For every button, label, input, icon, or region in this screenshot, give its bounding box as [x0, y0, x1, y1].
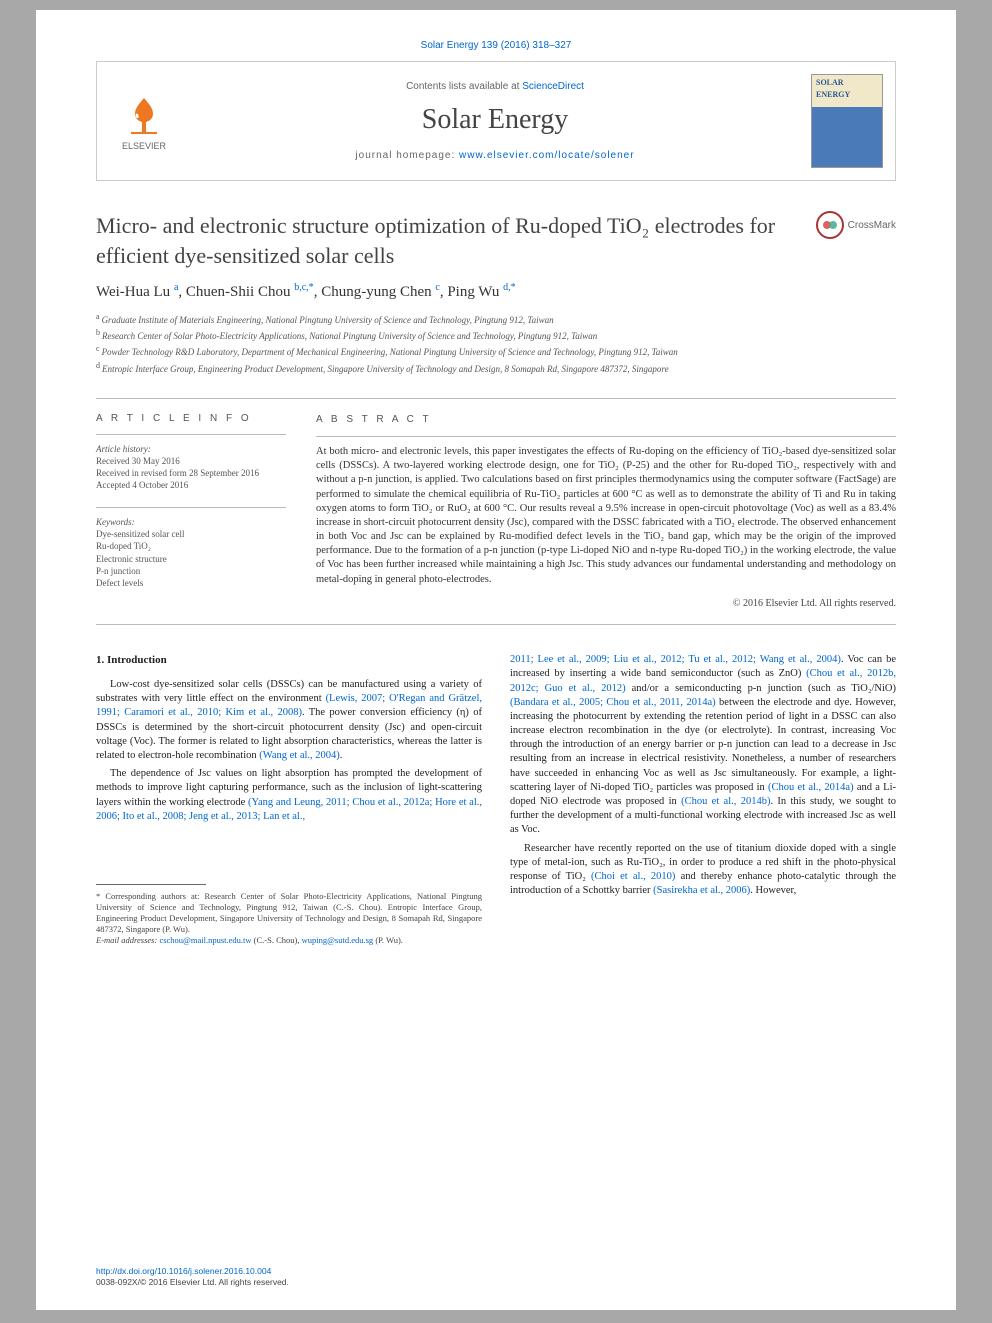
intro-p1: Low-cost dye-sensitized solar cells (DSS…: [96, 678, 482, 763]
abstract-heading: A B S T R A C T: [316, 413, 896, 427]
homepage-prefix: journal homepage:: [355, 150, 459, 161]
rule-top: [96, 398, 896, 399]
keyword-4: P-n junction: [96, 565, 286, 577]
affiliation-a: aGraduate Institute of Materials Enginee…: [96, 311, 896, 327]
abstract: A B S T R A C T At both micro- and elect…: [316, 413, 896, 611]
journal-homepage-link[interactable]: www.elsevier.com/locate/solener: [459, 150, 635, 161]
keywords-label: Keywords:: [96, 516, 286, 528]
history-received: Received 30 May 2016: [96, 455, 286, 467]
cover-title-2: ENERGY: [812, 87, 882, 99]
col2-p1: 2011; Lee et al., 2009; Liu et al., 2012…: [510, 653, 896, 837]
contents-line: Contents lists available at ScienceDirec…: [179, 81, 811, 92]
keyword-3: Electronic structure: [96, 553, 286, 565]
ref-link[interactable]: 2011; Lee et al., 2009; Liu et al., 2012…: [510, 654, 841, 665]
journal-cover-thumbnail[interactable]: SOLAR ENERGY: [811, 74, 883, 168]
issn-line: 0038-092X/© 2016 Elsevier Ltd. All right…: [96, 1277, 289, 1287]
email-who-1: (C.-S. Chou),: [254, 935, 300, 945]
email-line: E-mail addresses: cschou@mail.npust.edu.…: [96, 935, 482, 946]
info-heading: A R T I C L E I N F O: [96, 413, 286, 424]
email-link-1[interactable]: cschou@mail.npust.edu.tw: [159, 935, 251, 945]
crossmark-label: CrossMark: [848, 220, 896, 231]
intro-p2: The dependence of Jsc values on light ab…: [96, 767, 482, 824]
header-center: Contents lists available at ScienceDirec…: [179, 81, 811, 161]
body-col-left: 1. Introduction Low-cost dye-sensitized …: [96, 653, 482, 946]
sciencedirect-link[interactable]: ScienceDirect: [522, 81, 584, 92]
citation-line: Solar Energy 139 (2016) 318–327: [96, 40, 896, 51]
journal-header: ELSEVIER Contents lists available at Sci…: [96, 61, 896, 181]
body-columns: 1. Introduction Low-cost dye-sensitized …: [96, 653, 896, 946]
email-label: E-mail addresses:: [96, 935, 157, 945]
footer: http://dx.doi.org/10.1016/j.solener.2016…: [96, 1266, 289, 1288]
section-1-heading: 1. Introduction: [96, 653, 482, 668]
ref-link[interactable]: (Chou et al., 2014a): [768, 782, 854, 793]
contents-prefix: Contents lists available at: [406, 81, 522, 92]
col2-p2: Researcher have recently reported on the…: [510, 842, 896, 899]
body-col-right: 2011; Lee et al., 2009; Liu et al., 2012…: [510, 653, 896, 946]
history-revised: Received in revised form 28 September 20…: [96, 467, 286, 479]
history-label: Article history:: [96, 443, 286, 455]
elsevier-tree-icon: [121, 92, 167, 138]
publisher-name: ELSEVIER: [122, 141, 166, 151]
ref-link[interactable]: (Chou et al., 2014b): [681, 796, 770, 807]
rule-mid: [96, 624, 896, 625]
doi-link[interactable]: http://dx.doi.org/10.1016/j.solener.2016…: [96, 1266, 271, 1276]
crossmark-badge[interactable]: CrossMark: [816, 211, 896, 239]
cover-title-1: SOLAR: [812, 75, 882, 87]
footnotes: * Corresponding authors at: Research Cen…: [96, 891, 482, 946]
affiliation-b: bResearch Center of Solar Photo-Electric…: [96, 327, 896, 343]
footnote-rule: [96, 884, 206, 885]
article-info: A R T I C L E I N F O Article history: R…: [96, 413, 286, 611]
page: Solar Energy 139 (2016) 318–327 ELSEVIER…: [36, 10, 956, 1310]
title-row: Micro- and electronic structure optimiza…: [96, 211, 896, 270]
abstract-text: At both micro- and electronic levels, th…: [316, 445, 896, 587]
crossmark-icon: [816, 211, 844, 239]
affiliation-d: dEntropic Interface Group, Engineering P…: [96, 360, 896, 376]
author-list: Wei-Hua Lu a, Chuen-Shii Chou b,c,*, Chu…: [96, 282, 896, 301]
ref-link[interactable]: (Choi et al., 2010): [591, 871, 675, 882]
article-history: Article history: Received 30 May 2016 Re…: [96, 443, 286, 492]
ref-link[interactable]: (Wang et al., 2004): [259, 750, 340, 761]
affiliation-c: cPowder Technology R&D Laboratory, Depar…: [96, 343, 896, 359]
article-title: Micro- and electronic structure optimiza…: [96, 211, 816, 270]
abstract-copyright: © 2016 Elsevier Ltd. All rights reserved…: [316, 597, 896, 611]
homepage-line: journal homepage: www.elsevier.com/locat…: [179, 150, 811, 161]
corresponding-author-note: * Corresponding authors at: Research Cen…: [96, 891, 482, 935]
elsevier-logo[interactable]: ELSEVIER: [109, 92, 179, 151]
email-link-2[interactable]: wuping@sutd.edu.sg: [302, 935, 374, 945]
affiliations: aGraduate Institute of Materials Enginee…: [96, 311, 896, 375]
info-abstract-row: A R T I C L E I N F O Article history: R…: [96, 413, 896, 611]
keyword-5: Defect levels: [96, 577, 286, 589]
history-accepted: Accepted 4 October 2016: [96, 479, 286, 491]
keyword-1: Dye-sensitized solar cell: [96, 528, 286, 540]
email-who-2: (P. Wu).: [375, 935, 403, 945]
ref-link[interactable]: (Bandara et al., 2005; Chou et al., 2011…: [510, 697, 716, 708]
keywords-block: Keywords: Dye-sensitized solar cell Ru-d…: [96, 516, 286, 589]
journal-name: Solar Energy: [179, 104, 811, 136]
keyword-2: Ru-doped TiO₂: [96, 540, 286, 552]
citation-link[interactable]: Solar Energy 139 (2016) 318–327: [421, 40, 572, 51]
ref-link[interactable]: (Sasirekha et al., 2006): [653, 885, 750, 896]
